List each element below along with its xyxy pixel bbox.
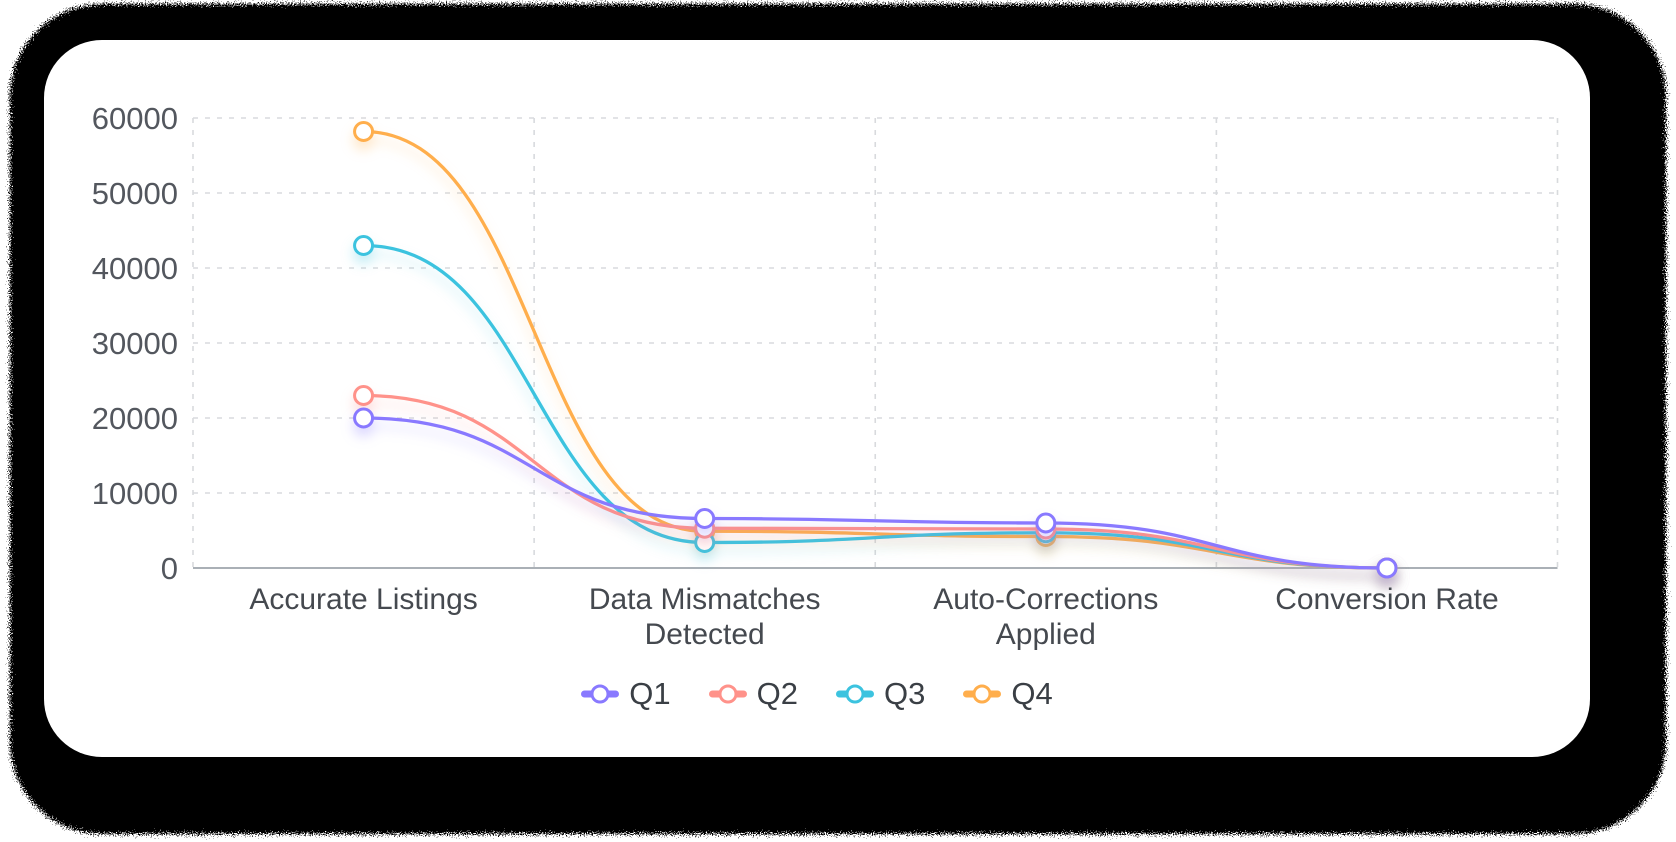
x-label-1-line1: Data Mismatches [589,583,821,616]
series-line-q3 [361,243,1389,570]
legend-label-q4: Q4 [1011,676,1053,711]
point-q3-0[interactable] [353,235,375,256]
point-q1-2[interactable] [1035,512,1057,534]
chart-legend: Q1 Q2 Q3 Q4 [44,676,1590,712]
series-line-q4 [361,129,1389,570]
legend-label-q1: Q1 [629,676,671,711]
point-q1-3[interactable] [1376,557,1398,579]
legend-item-q3[interactable]: Q3 [836,676,925,712]
legend-marker-q1-icon [581,684,620,704]
series-line-q1 [361,416,1389,570]
x-label-2-line2: Applied [996,618,1096,651]
x-label-2-line1: Auto-Corrections [933,583,1158,616]
legend-marker-q4-icon [963,684,1002,704]
series-line-q2 [361,393,1389,570]
y-tick-30000: 30000 [92,326,178,361]
point-q1-1[interactable] [694,508,716,529]
y-tick-10000: 10000 [92,476,178,511]
y-tick-0: 0 [161,551,178,586]
legend-item-q4[interactable]: Q4 [963,676,1053,712]
legend-label-q3: Q3 [884,676,926,711]
y-tick-20000: 20000 [92,401,178,436]
point-q2-0[interactable] [353,385,375,406]
legend-item-q2[interactable]: Q2 [708,676,798,712]
x-label-3: Conversion Rate [1275,583,1498,616]
y-tick-50000: 50000 [92,176,178,211]
series-q1 [353,407,1398,579]
legend-marker-q3-icon [836,684,874,704]
y-tick-40000: 40000 [92,251,178,286]
legend-label-q2: Q2 [756,676,798,711]
x-label-0: Accurate Listings [249,583,477,616]
x-label-1-line2: Detected [645,618,765,651]
legend-marker-q2-icon [708,684,747,704]
point-q1-0[interactable] [353,407,375,429]
y-tick-60000: 60000 [92,101,178,136]
point-q4-0[interactable] [353,121,375,142]
chart-card [44,40,1590,757]
legend-item-q1[interactable]: Q1 [581,676,671,712]
